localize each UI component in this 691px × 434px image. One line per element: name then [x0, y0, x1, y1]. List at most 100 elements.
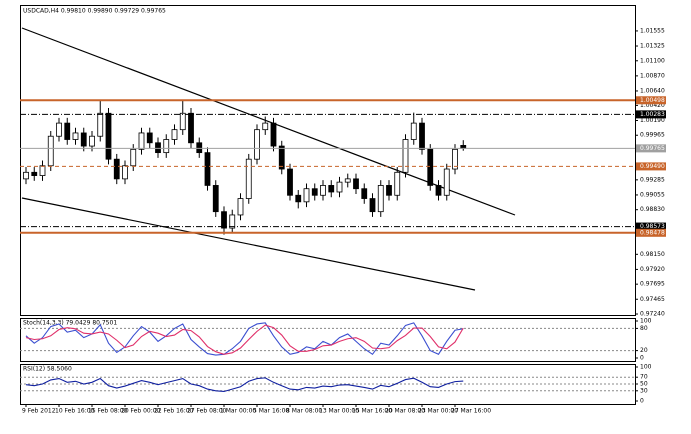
candle-body: [443, 168, 450, 196]
x-tick-label: 20 Feb 00:00: [121, 408, 161, 415]
indicator-line: [25, 377, 464, 393]
candle-body: [287, 168, 293, 196]
x-tick-label: 20 Mar 08:00: [385, 408, 425, 415]
candle-body: [262, 122, 269, 131]
x-tick-label: 15 Mar 16:00: [352, 408, 392, 415]
candle-body: [188, 112, 194, 144]
candle-body: [394, 171, 401, 196]
candle-body: [146, 132, 153, 144]
candle-body: [435, 185, 442, 196]
indicator-line: [25, 324, 464, 355]
indicator-line: [25, 322, 464, 356]
x-tick-label: 23 Mar 00:00: [418, 408, 458, 415]
candle-body: [130, 148, 137, 167]
y-tick-label: 0.97695: [640, 281, 665, 288]
x-tick-label: 15 Feb 08:00: [88, 408, 128, 415]
candle-body: [89, 135, 95, 147]
candle-body: [113, 158, 120, 180]
candle-body: [179, 112, 186, 131]
price-level-tag: [636, 162, 666, 171]
candle-body: [377, 185, 384, 213]
candle-body: [171, 129, 178, 140]
y-tick-label: 30: [640, 387, 648, 394]
candle-body: [56, 122, 62, 137]
x-tick-label: 9 Feb 2012: [22, 408, 56, 415]
candle-body: [237, 198, 244, 216]
candle-body: [336, 181, 343, 193]
candle-body: [64, 122, 71, 140]
y-tick-label: 50: [640, 381, 648, 388]
x-tick-label: 8 Mar 08:00: [286, 408, 322, 415]
candle-body: [303, 188, 310, 203]
candle-body: [410, 122, 417, 140]
price-level-tag: [636, 222, 666, 231]
x-tick-label: 22 Feb 16:00: [154, 408, 194, 415]
rsi-title: RSI(12) 58.5060: [23, 366, 72, 373]
price-level-label: 1.00283: [640, 111, 665, 118]
candle-body: [328, 185, 335, 193]
y-tick-label: 0.99965: [640, 132, 665, 139]
stoch-title: Stoch(14,3,3) 79.0429 80.7501: [23, 320, 117, 327]
candle-body: [122, 165, 128, 180]
candle-body: [320, 185, 326, 196]
y-tick-label: 0.97465: [640, 296, 665, 303]
y-tick-label: 0.98830: [640, 206, 665, 213]
candle-body: [344, 178, 351, 183]
x-tick-label: 10 Feb 16:00: [55, 408, 95, 415]
x-tick-label: 1 Mar 00:00: [220, 408, 256, 415]
y-tick-label: 1.01325: [640, 43, 665, 50]
x-tick-label: 27 Feb 08:00: [187, 408, 227, 415]
price-level-tag: [636, 110, 666, 119]
x-tick-label: 27 Mar 16:00: [451, 408, 491, 415]
candle-body: [311, 188, 318, 196]
candle-body: [452, 148, 458, 170]
y-tick-label: 1.00640: [640, 87, 665, 94]
candle-body: [155, 142, 161, 154]
candle-body: [80, 132, 87, 147]
y-tick-label: 0.99055: [640, 191, 665, 198]
candle-body: [39, 165, 46, 176]
candle-body: [105, 112, 112, 160]
y-tick-label: 0: [640, 398, 644, 405]
candle-body: [419, 122, 425, 150]
candle-body: [245, 158, 252, 199]
y-tick-label: 0.99285: [640, 176, 665, 183]
y-tick-label: 0.97920: [640, 266, 665, 273]
candle-body: [163, 139, 170, 154]
y-tick-label: 0.98150: [640, 251, 665, 258]
candle-body: [138, 132, 145, 150]
candle-body: [270, 122, 277, 147]
candle-body: [361, 188, 368, 199]
price-level-label: 0.99490: [640, 163, 665, 170]
x-tick-label: 5 Mar 16:00: [253, 408, 289, 415]
candle-body: [72, 132, 79, 140]
price-level-label: 1.00498: [640, 97, 665, 104]
candle-body: [204, 152, 211, 186]
candle-body: [295, 194, 302, 203]
y-tick-label: 1.00870: [640, 72, 665, 79]
candle-body: [23, 171, 29, 180]
y-tick-label: 1.00190: [640, 117, 665, 124]
candles: [23, 100, 467, 235]
y-tick-label: 0.97240: [640, 311, 665, 318]
candle-body: [221, 211, 227, 229]
candle-body: [254, 129, 260, 160]
candle-body: [196, 142, 203, 154]
candle-body: [278, 145, 285, 170]
candle-body: [402, 139, 409, 173]
candle-body: [97, 112, 104, 137]
y-tick-label: 20: [640, 347, 648, 354]
candle-body: [353, 178, 359, 190]
candle-body: [47, 135, 54, 167]
candle-body: [229, 214, 236, 229]
trend-line: [21, 197, 476, 291]
y-tick-label: 1.01100: [640, 57, 665, 64]
y-tick-label: 100: [640, 364, 652, 371]
price-level-label: 0.98573: [640, 223, 665, 230]
candle-body: [427, 148, 434, 186]
price-level-label: 0.98478: [640, 229, 665, 236]
x-tick-label: 13 Mar 00:00: [319, 408, 359, 415]
y-tick-label: 1.00420: [640, 102, 665, 109]
chart-title: USDCAD,H4 0.99810 0.99890 0.99729 0.9976…: [23, 8, 166, 15]
